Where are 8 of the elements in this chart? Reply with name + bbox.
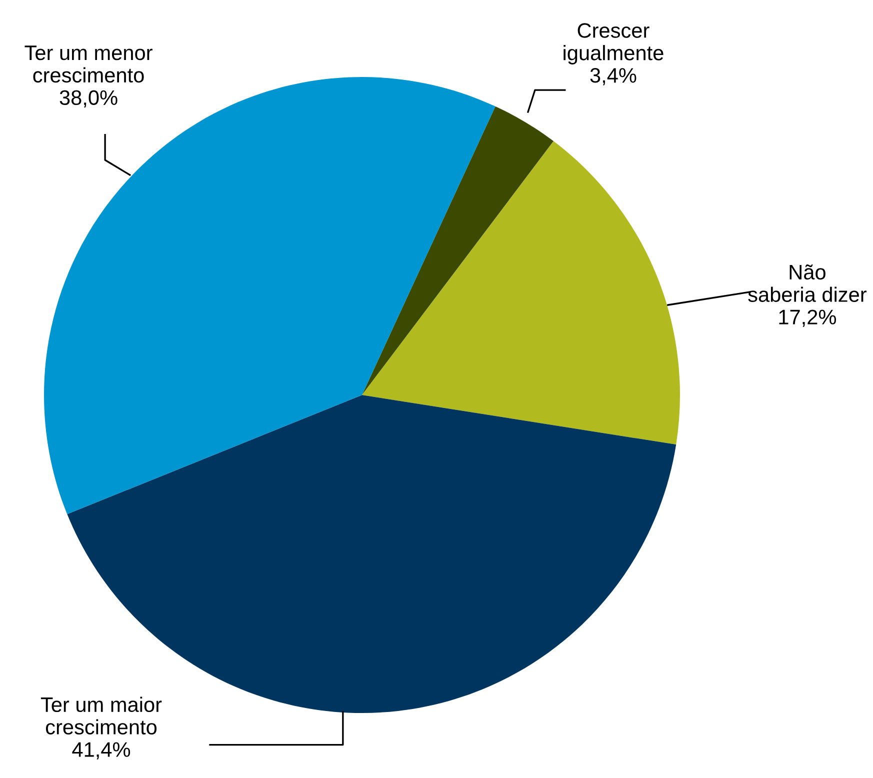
data-label: 17,2% <box>779 310 836 327</box>
slice-label: Não saberia dizer <box>748 264 866 302</box>
data-label: 3,4% <box>590 68 636 86</box>
slice-label: Ter um maior crescimento <box>40 696 162 734</box>
data-label: 38,0% <box>60 90 118 108</box>
slice-label: Crescer igualmente <box>564 23 664 64</box>
data-label: 41,4% <box>72 742 130 760</box>
slice-label: Ter um menor crescimento <box>24 46 152 83</box>
